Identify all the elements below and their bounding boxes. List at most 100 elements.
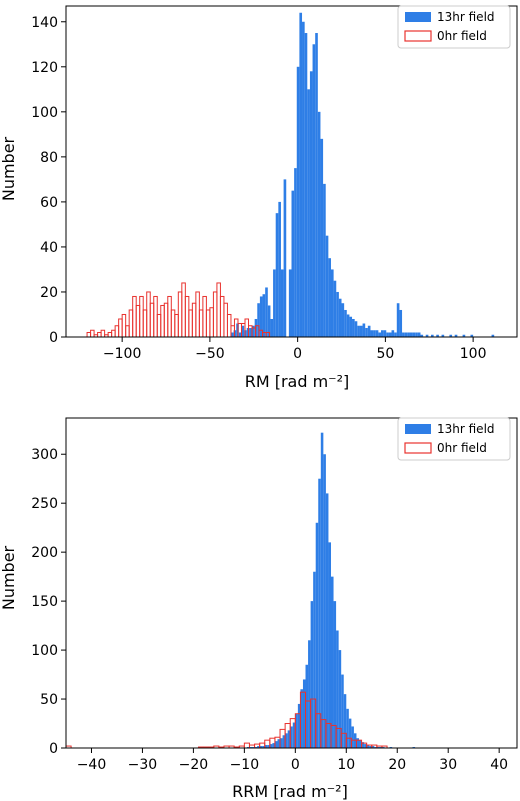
rm-y-tick-label: 40 xyxy=(40,240,58,256)
rm-x-tick-label: 100 xyxy=(460,346,487,362)
rm-bar-13hr xyxy=(462,334,466,337)
rm-x-tick-label: −100 xyxy=(103,346,141,362)
rm-legend: 13hr field 0hr field xyxy=(397,5,511,49)
rm-bar-13hr xyxy=(241,325,245,337)
rm-bar-0hr xyxy=(163,302,169,338)
rrm-bar-13hr xyxy=(280,738,283,748)
rrm-bar-13hr xyxy=(310,601,314,748)
rm-bar-13hr xyxy=(407,332,410,337)
rrm-bar-13hr xyxy=(371,746,375,748)
rrm-bar-13hr xyxy=(346,708,349,748)
rm-bar-13hr xyxy=(273,269,276,337)
rrm-bar-13hr xyxy=(336,630,339,748)
rm-bar-13hr xyxy=(259,296,263,337)
rrm-bar-13hr xyxy=(292,722,296,748)
rrm-bar-13hr xyxy=(315,522,319,748)
rrm-x-axis-label: RRM [rad m⁻²] xyxy=(232,782,348,801)
rrm-bar-13hr xyxy=(264,745,268,748)
rm-bar-0hr xyxy=(167,295,172,338)
rrm-bar-13hr xyxy=(267,745,270,748)
rm-bar-13hr xyxy=(417,332,421,337)
rm-bar-13hr xyxy=(299,12,303,338)
rrm-bar-13hr xyxy=(330,576,334,748)
rrm-bar-13hr xyxy=(369,746,372,748)
rm-bar-13hr xyxy=(278,201,281,337)
rm-bar-0hr xyxy=(118,318,123,338)
rm-bar-13hr xyxy=(449,334,453,337)
rm-bar-0hr xyxy=(125,325,130,338)
rm-bar-13hr xyxy=(365,327,368,337)
rrm-x-tick-label: 20 xyxy=(388,757,406,773)
rrm-bar-13hr xyxy=(328,542,331,748)
rm-bar-0hr xyxy=(191,302,197,338)
rm-bar-13hr xyxy=(362,323,366,337)
rrm-legend-label-13hr: 13hr field xyxy=(437,422,495,436)
rrm-x-tick-label: 40 xyxy=(490,757,508,773)
rm-bar-13hr xyxy=(249,327,253,337)
rrm-x-tick-label: −20 xyxy=(179,757,209,773)
rm-legend-swatch-0hr xyxy=(404,30,432,42)
rm-bar-13hr xyxy=(409,332,413,337)
rm-y-tick-label: 120 xyxy=(31,60,58,76)
rrm-bar-13hr xyxy=(257,746,260,748)
rm-y-tick-label: 140 xyxy=(31,15,58,31)
rm-bar-13hr xyxy=(394,332,397,337)
rm-bar-13hr xyxy=(262,294,266,337)
rm-bar-13hr xyxy=(291,190,295,337)
rrm-x-tick-label: 10 xyxy=(337,757,355,773)
rrm-bar-13hr xyxy=(272,743,275,748)
rm-x-tick-label: −50 xyxy=(195,346,225,362)
rm-bar-13hr xyxy=(346,314,350,337)
rrm-legend-label-0hr: 0hr field xyxy=(437,441,487,455)
rrm-bar-13hr xyxy=(320,432,324,748)
rm-bar-0hr xyxy=(170,309,176,338)
rm-y-tick-label: 0 xyxy=(49,330,58,346)
rrm-bar-13hr xyxy=(348,718,352,748)
rm-bar-0hr xyxy=(219,295,225,338)
rm-bar-0hr xyxy=(128,309,134,338)
rrm-bar-13hr xyxy=(364,744,367,748)
rrm-bar-13hr xyxy=(290,726,293,748)
rm-y-axis-label: Number xyxy=(0,136,18,201)
rm-bar-0hr xyxy=(139,295,144,338)
rrm-x-tick-label: −40 xyxy=(77,757,107,773)
rm-bar-13hr xyxy=(380,330,384,337)
rm-bar-13hr xyxy=(270,318,274,337)
rm-bar-0hr xyxy=(90,329,95,338)
rm-bar-13hr xyxy=(420,334,424,337)
rm-bar-13hr xyxy=(307,89,310,337)
rm-bar-0hr xyxy=(205,309,211,338)
rm-bar-13hr xyxy=(309,71,313,337)
rm-bar-13hr xyxy=(391,330,395,337)
rm-bar-13hr xyxy=(315,33,318,337)
rrm-x-tick-label: −10 xyxy=(230,757,260,773)
rm-bar-0hr xyxy=(177,291,183,338)
rm-bar-13hr xyxy=(312,44,316,338)
rm-histogram-panel: −100 −50 0 50 100 0 20 40 60 80 100 120 140 RM [rad … xyxy=(0,5,518,391)
rm-bar-13hr xyxy=(265,287,268,337)
rrm-bar-13hr xyxy=(318,478,321,748)
rrm-bar-13hr xyxy=(259,746,263,748)
rm-bar-13hr xyxy=(304,33,308,337)
rm-bar-13hr xyxy=(296,66,300,337)
rm-bar-13hr xyxy=(341,303,345,337)
rm-bar-0hr xyxy=(86,331,92,338)
rrm-x-tick-label: 30 xyxy=(439,757,457,773)
rrm-x-tick-label: −30 xyxy=(128,757,158,773)
rm-bar-0hr xyxy=(160,304,165,338)
rm-bar-13hr xyxy=(302,21,305,338)
rrm-y-tick-label: 0 xyxy=(49,741,58,757)
rm-bar-13hr xyxy=(491,334,495,337)
rm-bar-13hr xyxy=(352,318,355,337)
rm-bar-0hr xyxy=(174,313,179,338)
rm-axes-frame xyxy=(65,5,518,338)
rm-bar-13hr xyxy=(333,280,337,337)
rm-bar-13hr xyxy=(375,330,379,337)
rm-bar-0hr xyxy=(107,331,113,338)
rrm-plot-area: −40 −30 −20 −10 0 10 20 30 40 0 50 100 150 200 250 300 xyxy=(31,417,518,773)
rm-y-tick-label: 80 xyxy=(40,150,58,166)
rm-bar-13hr xyxy=(283,179,287,337)
rm-bar-13hr xyxy=(294,168,297,337)
rrm-bar-13hr xyxy=(366,745,370,748)
rm-bar-13hr xyxy=(373,330,376,337)
